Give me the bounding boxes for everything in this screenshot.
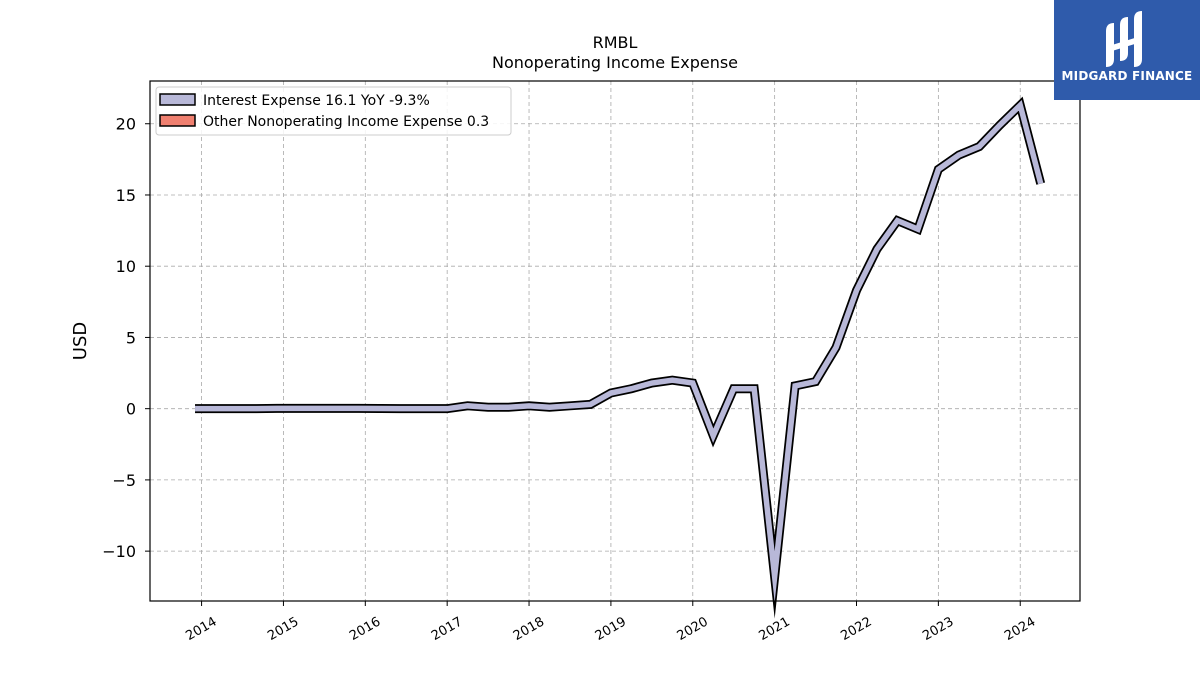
- x-tick-label: 2015: [265, 614, 301, 644]
- series-outline-interest-expense: [195, 96, 1046, 619]
- y-tick-label: 5: [126, 328, 136, 347]
- plot-area-frame: [149, 80, 1081, 602]
- y-tick-label: −10: [102, 542, 136, 561]
- x-tick-label: 2019: [593, 614, 629, 644]
- legend-box: [155, 86, 512, 136]
- x-tick-label: 2014: [183, 614, 219, 644]
- legend-swatch-interest-expense: [159, 93, 196, 106]
- x-tick-label: 2023: [920, 614, 956, 644]
- x-tick-label: 2020: [675, 614, 711, 644]
- x-tick-label: 2017: [429, 614, 465, 644]
- y-tick-label: 10: [116, 257, 136, 276]
- midgard-finance-logo: MIDGARD FINANCE: [1054, 0, 1200, 100]
- x-tick-label: 2016: [347, 614, 383, 644]
- chart-title: RMBL: [593, 33, 638, 52]
- y-tick-label: 15: [116, 186, 136, 205]
- legend-label-interest-expense: Interest Expense 16.1 YoY -9.3%: [203, 93, 430, 109]
- x-axis: 2014 2015 2016 2017 2018 2019 2020 2021 2022 2023…: [183, 601, 1038, 644]
- grid: [150, 81, 1080, 601]
- logo-text: MIDGARD FINANCE: [1061, 69, 1193, 83]
- midgard-finance-logo-icon: [1106, 11, 1142, 67]
- legend-label-other-nonoperating: Other Nonoperating Income Expense 0.3: [203, 114, 489, 130]
- x-tick-label: 2021: [756, 614, 792, 644]
- legend: Interest Expense 16.1 YoY -9.3% Other No…: [155, 86, 512, 136]
- x-tick-label: 2022: [838, 614, 874, 644]
- y-axis: −10 −5 0 5 10 15 20: [102, 115, 150, 561]
- legend-swatch-other-nonoperating: [159, 114, 196, 127]
- y-tick-label: 20: [116, 115, 136, 134]
- x-tick-label: 2018: [511, 614, 547, 644]
- y-tick-label: 0: [126, 400, 136, 419]
- y-tick-label: −5: [112, 471, 136, 490]
- y-axis-label: USD: [70, 322, 91, 360]
- chart-subtitle: Nonoperating Income Expense: [492, 53, 738, 72]
- series-layer: [195, 96, 1046, 619]
- series-line-interest-expense: [195, 99, 1044, 603]
- x-tick-label: 2024: [1002, 614, 1038, 644]
